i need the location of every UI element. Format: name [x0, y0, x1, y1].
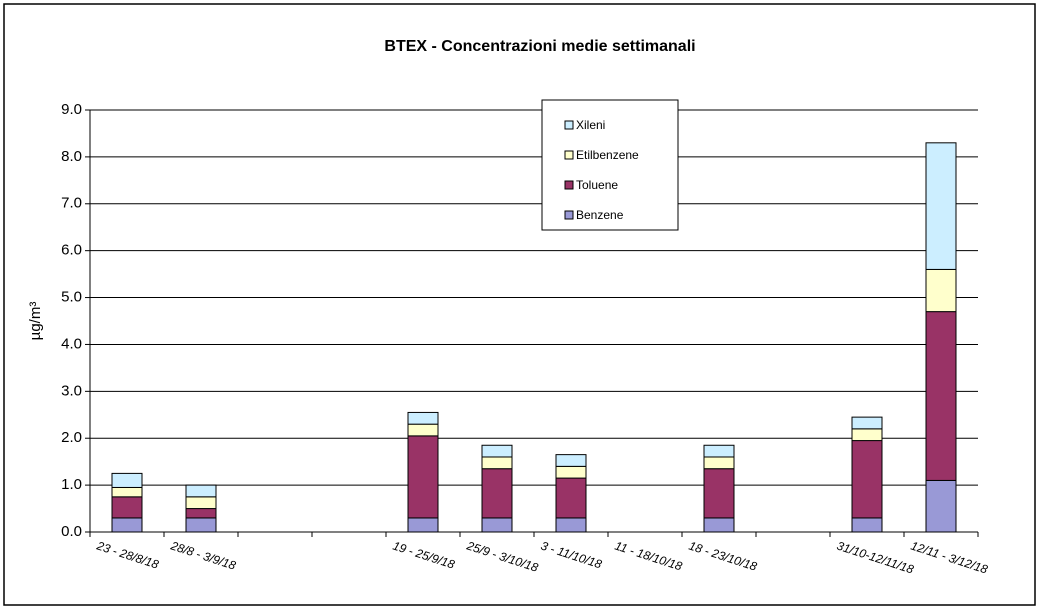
legend-swatch — [564, 210, 574, 220]
legend-label: Etilbenzene — [576, 148, 639, 162]
bar-segment — [851, 517, 883, 533]
y-tick-label: 7.0 — [61, 195, 82, 212]
bar-segment — [555, 517, 587, 533]
legend-label: Toluene — [576, 178, 618, 192]
y-tick-label: 0.0 — [61, 523, 82, 540]
bar-segment — [185, 508, 217, 519]
y-tick-label: 2.0 — [61, 429, 82, 446]
legend-swatch — [564, 180, 574, 190]
legend-label: Xileni — [576, 118, 605, 132]
bar-segment — [703, 468, 735, 519]
bar-segment — [481, 517, 513, 533]
y-tick-label: 4.0 — [61, 335, 82, 352]
y-tick-label: 9.0 — [61, 101, 82, 118]
bar-segment — [703, 444, 735, 458]
bar-segment — [703, 517, 735, 533]
bar-segment — [481, 444, 513, 458]
bar-segment — [481, 468, 513, 519]
bar-segment — [925, 268, 957, 313]
bar-segment — [111, 486, 143, 498]
bar-segment — [111, 496, 143, 519]
bar-segment — [407, 517, 439, 533]
bar-segment — [185, 484, 217, 498]
bar-segment — [185, 496, 217, 510]
bar-segment — [851, 428, 883, 442]
y-tick-label: 5.0 — [61, 289, 82, 306]
y-tick-label: 3.0 — [61, 382, 82, 399]
legend-label: Benzene — [576, 208, 624, 222]
y-axis-label: µg/m³ — [27, 302, 44, 341]
bar-segment — [481, 456, 513, 470]
bar-segment — [111, 517, 143, 533]
bar-segment — [925, 479, 957, 533]
bar-segment — [407, 423, 439, 437]
bar-segment — [851, 440, 883, 519]
bar-segment — [185, 517, 217, 533]
bar-segment — [555, 454, 587, 467]
bar-segment — [703, 456, 735, 470]
bar-segment — [555, 465, 587, 479]
legend-swatch — [564, 120, 574, 130]
bar-segment — [851, 416, 883, 430]
bar-segment — [407, 411, 439, 425]
chart-title: BTEX - Concentrazioni medie settimanali — [384, 38, 695, 55]
y-tick-label: 1.0 — [61, 476, 82, 493]
bar-segment — [407, 435, 439, 519]
y-tick-label: 8.0 — [61, 148, 82, 165]
bar-segment — [925, 311, 957, 481]
legend-swatch — [564, 150, 574, 160]
y-tick-label: 6.0 — [61, 242, 82, 259]
bar-segment — [925, 142, 957, 270]
bar-segment — [111, 472, 143, 488]
legend: Xileni Etilbenzene Toluene Benzene — [541, 99, 679, 231]
bar-segment — [555, 477, 587, 519]
